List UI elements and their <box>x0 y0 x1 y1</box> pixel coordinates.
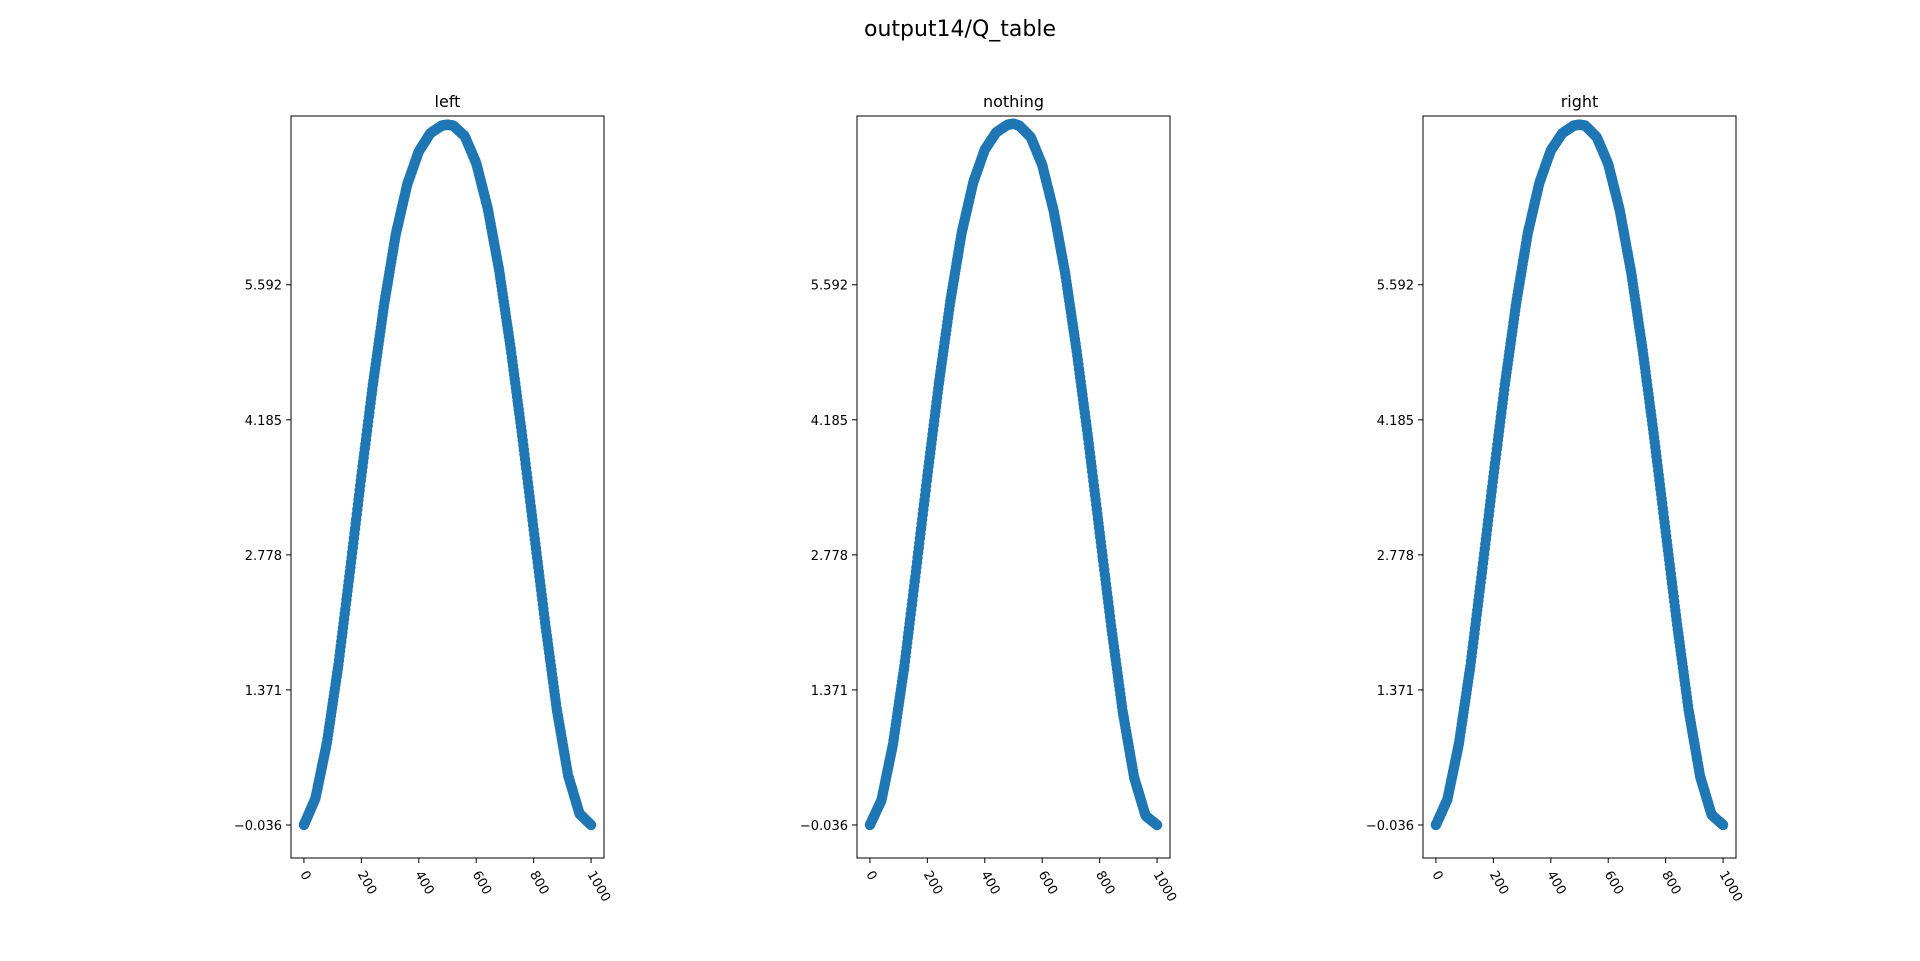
y-tick-label: 5.592 <box>245 279 282 294</box>
data-point <box>585 819 597 831</box>
axes-title: right <box>1561 92 1599 111</box>
y-tick-label: −0.036 <box>234 819 282 834</box>
y-tick-label: 4.185 <box>1377 414 1414 429</box>
y-tick-label: −0.036 <box>800 819 848 834</box>
y-tick-label: 1.371 <box>811 684 848 699</box>
y-tick-label: 4.185 <box>811 414 848 429</box>
y-tick-label: 1.371 <box>1377 684 1414 699</box>
y-tick-label: 2.778 <box>245 549 282 564</box>
y-tick-label: 4.185 <box>245 414 282 429</box>
y-tick-label: 1.371 <box>245 684 282 699</box>
data-point <box>1717 819 1729 831</box>
y-tick-label: 5.592 <box>811 279 848 294</box>
y-tick-label: −0.036 <box>1366 819 1414 834</box>
figure-suptitle: output14/Q_table <box>864 17 1056 42</box>
y-tick-label: 2.778 <box>811 549 848 564</box>
axes-frame <box>856 115 1171 859</box>
scatter-points <box>1430 119 1729 831</box>
scatter-points <box>298 119 597 831</box>
axes-frame <box>1422 115 1737 859</box>
y-tick-label: 5.592 <box>1377 279 1414 294</box>
data-point <box>1151 819 1163 831</box>
axes-title: nothing <box>983 92 1044 111</box>
scatter-points <box>864 118 1163 831</box>
y-tick-label: 2.778 <box>1377 549 1414 564</box>
axes-frame <box>290 115 605 859</box>
axes-title: left <box>435 92 461 111</box>
